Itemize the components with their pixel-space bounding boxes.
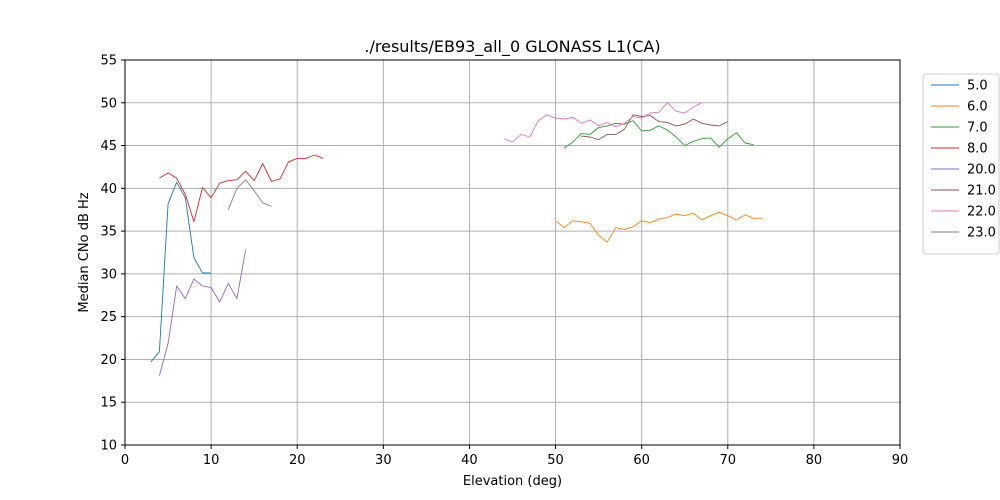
legend-label: 23.0 xyxy=(967,226,996,241)
series-line-8.0 xyxy=(159,154,324,223)
series-line-21.0 xyxy=(581,114,729,141)
legend-label: 5.0 xyxy=(967,79,988,94)
legend-label: 22.0 xyxy=(967,205,996,220)
x-tick-label: 50 xyxy=(547,453,564,468)
x-tick-label: 40 xyxy=(461,453,478,468)
y-tick-label: 50 xyxy=(100,96,117,111)
y-tick-label: 15 xyxy=(100,396,117,411)
y-tick-label: 10 xyxy=(100,439,117,454)
legend: 5.0 6.0 7.0 8.0 20.0 21.0 22.0 23.0 xyxy=(922,73,1000,255)
series-line-22.0 xyxy=(503,102,703,143)
chart-title: ./results/EB93_all_0 GLONASS L1(CA) xyxy=(364,37,660,57)
x-axis: 0 10 20 30 40 50 60 70 80 90 xyxy=(121,445,908,468)
series-line-5.0 xyxy=(150,181,212,363)
series-group xyxy=(150,102,763,376)
y-tick-label: 55 xyxy=(100,54,117,69)
legend-label: 6.0 xyxy=(967,100,988,115)
legend-label: 8.0 xyxy=(967,142,988,157)
y-tick-label: 35 xyxy=(100,225,117,240)
legend-label: 20.0 xyxy=(967,163,996,178)
x-tick-label: 10 xyxy=(203,453,220,468)
x-tick-label: 70 xyxy=(720,453,737,468)
y-tick-label: 25 xyxy=(100,310,117,325)
legend-box xyxy=(922,73,1000,255)
y-tick-label: 20 xyxy=(100,353,117,368)
legend-label: 7.0 xyxy=(967,121,988,136)
y-tick-label: 45 xyxy=(100,139,117,154)
plot-frame xyxy=(124,59,901,446)
series-line-6.0 xyxy=(555,211,763,243)
x-axis-label: Elevation (deg) xyxy=(463,474,562,489)
y-axis: 10 15 20 25 30 35 40 45 50 55 xyxy=(100,54,125,454)
series-line-7.0 xyxy=(563,120,754,149)
x-tick-label: 30 xyxy=(375,453,392,468)
y-tick-label: 40 xyxy=(100,182,117,197)
x-tick-label: 90 xyxy=(892,453,909,468)
y-axis-label: Median CNo dB Hz xyxy=(77,192,92,312)
plot-area xyxy=(125,60,900,445)
series-line-20.0 xyxy=(158,249,247,376)
x-tick-label: 60 xyxy=(633,453,650,468)
series-line-23.0 xyxy=(227,179,272,210)
x-tick-label: 80 xyxy=(806,453,823,468)
legend-label: 21.0 xyxy=(967,184,996,199)
y-tick-label: 30 xyxy=(100,267,117,282)
x-tick-label: 0 xyxy=(121,453,129,468)
x-tick-label: 20 xyxy=(289,453,306,468)
